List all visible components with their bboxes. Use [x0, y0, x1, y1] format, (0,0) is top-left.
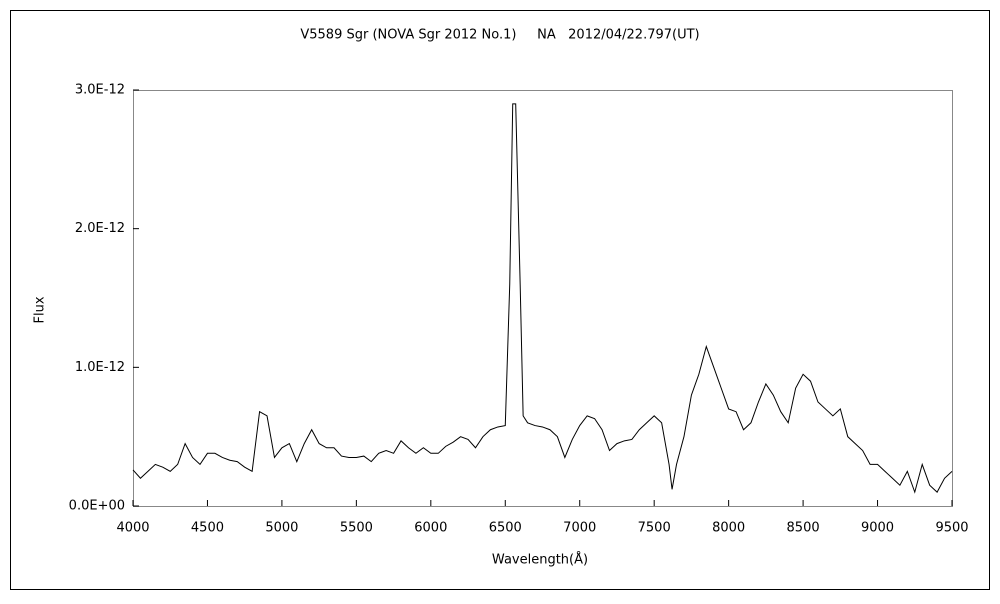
x-tick-label: 5000 — [265, 521, 298, 536]
spectrum-line — [132, 103, 953, 494]
y-tick-label: 2.0E-12 — [75, 221, 125, 236]
x-tick-label: 8000 — [712, 521, 745, 536]
x-tick-label: 6000 — [414, 521, 447, 536]
x-tick-label: 9000 — [861, 521, 894, 536]
y-tick-label: 3.0E-12 — [75, 83, 125, 98]
x-tick-label: 7500 — [638, 521, 671, 536]
y-tick-label: 0.0E+00 — [69, 499, 125, 514]
x-tick-label: 8500 — [787, 521, 820, 536]
x-tick-label: 9500 — [935, 521, 968, 536]
y-axis-label: Flux — [33, 296, 48, 323]
chart-title: V5589 Sgr (NOVA Sgr 2012 No.1) NA 2012/0… — [300, 28, 699, 43]
x-tick-label: 4500 — [191, 521, 224, 536]
x-tick-label: 5500 — [340, 521, 373, 536]
y-tick-label: 1.0E-12 — [75, 360, 125, 375]
x-axis-label: Wavelength(Å) — [492, 552, 588, 568]
x-tick-label: 4000 — [116, 521, 149, 536]
plot-area — [133, 90, 953, 507]
frame — [10, 10, 990, 590]
x-tick-label: 7000 — [563, 521, 596, 536]
x-tick-label: 6500 — [489, 521, 522, 536]
